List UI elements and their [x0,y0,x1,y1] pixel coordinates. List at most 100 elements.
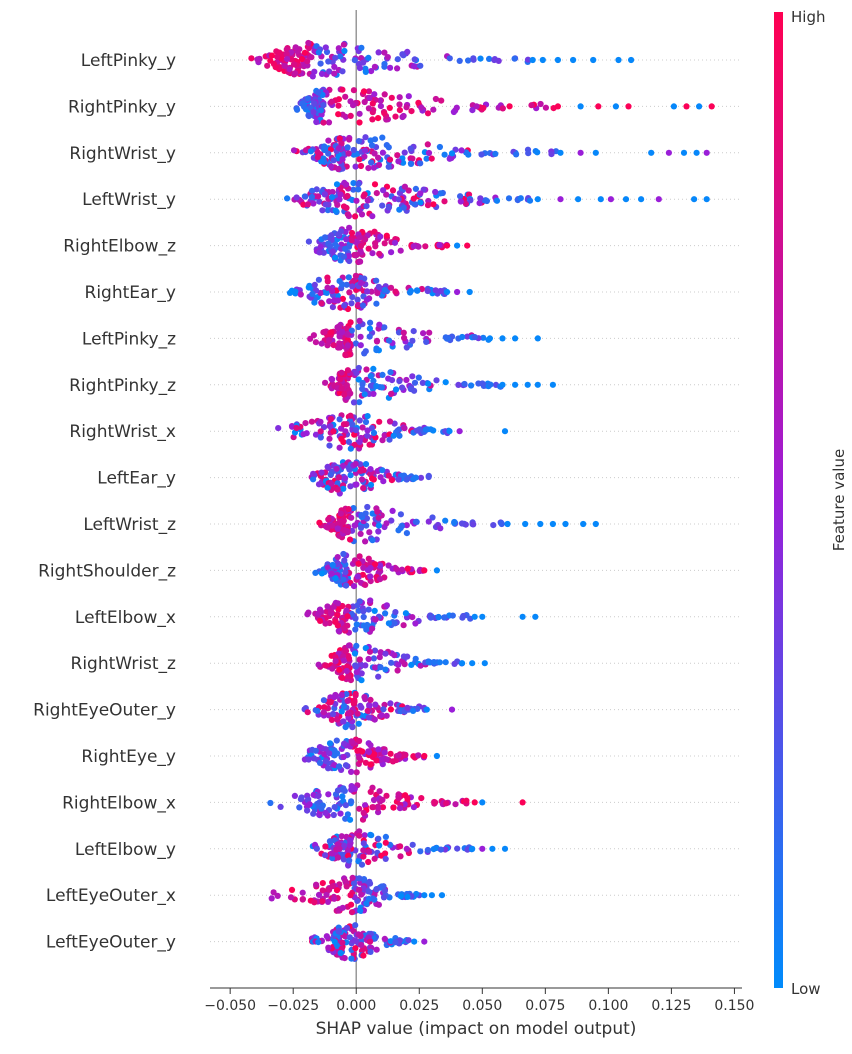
data-point [352,945,359,952]
data-point [342,352,349,359]
data-point [461,380,468,388]
data-point [345,150,352,157]
data-point [365,165,372,172]
data-point [317,243,324,250]
data-point [318,570,325,577]
data-point [344,144,351,151]
data-point [360,59,367,66]
data-point [318,70,326,77]
data-point [343,236,350,243]
data-point [377,576,384,583]
feature-label: LeftEyeOuter_y [46,933,176,953]
data-point [346,257,353,265]
data-point [313,845,320,852]
data-point [334,716,341,723]
data-point [305,39,312,47]
data-point [451,660,458,668]
data-point [442,846,449,853]
data-point [382,833,389,841]
data-point [306,801,313,808]
data-point [339,793,346,800]
data-point [328,480,335,487]
data-point [315,792,322,800]
data-point [378,384,385,391]
data-point [342,815,349,822]
data-point [409,337,416,344]
data-point [404,565,411,572]
data-point [394,65,401,72]
data-point [275,425,282,432]
colorbar-title: Feature value [830,449,848,551]
data-point [432,287,439,294]
data-point [403,104,410,111]
data-point [334,292,341,299]
outlier-point [421,567,428,574]
data-point [313,881,320,888]
data-point [386,156,394,163]
data-point [338,385,345,392]
data-point [331,63,338,70]
data-point [330,811,337,819]
data-point [351,522,358,529]
data-point [369,116,376,123]
data-point [335,111,342,118]
data-point [372,664,379,671]
outlier-point [433,752,440,760]
data-point [322,852,329,859]
outlier-point [479,845,486,852]
data-point [407,385,414,393]
data-point [335,145,343,152]
data-point [397,511,404,518]
data-point [380,894,388,901]
data-point [359,302,367,309]
data-point [307,104,314,111]
data-point [366,938,373,945]
data-point [322,662,330,669]
data-point [343,582,350,589]
data-point [307,335,314,342]
data-point [345,642,353,649]
data-point [365,555,372,562]
data-point [340,550,347,558]
feature-label: RightElbow_z [63,237,176,257]
data-point [365,848,373,855]
x-tick-label: 0.125 [651,998,691,1014]
data-point [408,661,415,669]
data-point [387,64,394,71]
data-point [401,425,408,432]
data-point [373,383,380,390]
data-point [268,52,275,59]
x-tick-label: 0.000 [336,998,376,1014]
data-point [325,58,332,65]
data-point [380,187,387,194]
data-point [334,554,341,561]
data-point [356,207,363,214]
outlier-point [466,288,473,296]
data-point [348,229,356,237]
data-point [350,399,358,406]
data-point [382,855,389,863]
data-point [385,204,393,211]
data-point [338,228,345,235]
data-point [328,163,335,170]
data-point [390,804,397,811]
data-point [290,61,298,68]
data-point [350,505,357,512]
data-point [517,195,524,202]
data-point [336,135,343,142]
data-point [542,104,550,111]
data-point [405,937,412,944]
data-point [325,337,333,344]
data-point [335,102,342,109]
data-point [325,516,332,523]
data-point [446,55,453,62]
data-point [325,765,332,772]
outlier-point [481,660,488,667]
outlier-point [638,196,645,203]
data-point [337,191,344,198]
data-point [404,893,411,901]
outlier-point [534,335,541,342]
data-point [379,796,386,804]
data-point [356,805,363,812]
data-point [339,281,346,288]
